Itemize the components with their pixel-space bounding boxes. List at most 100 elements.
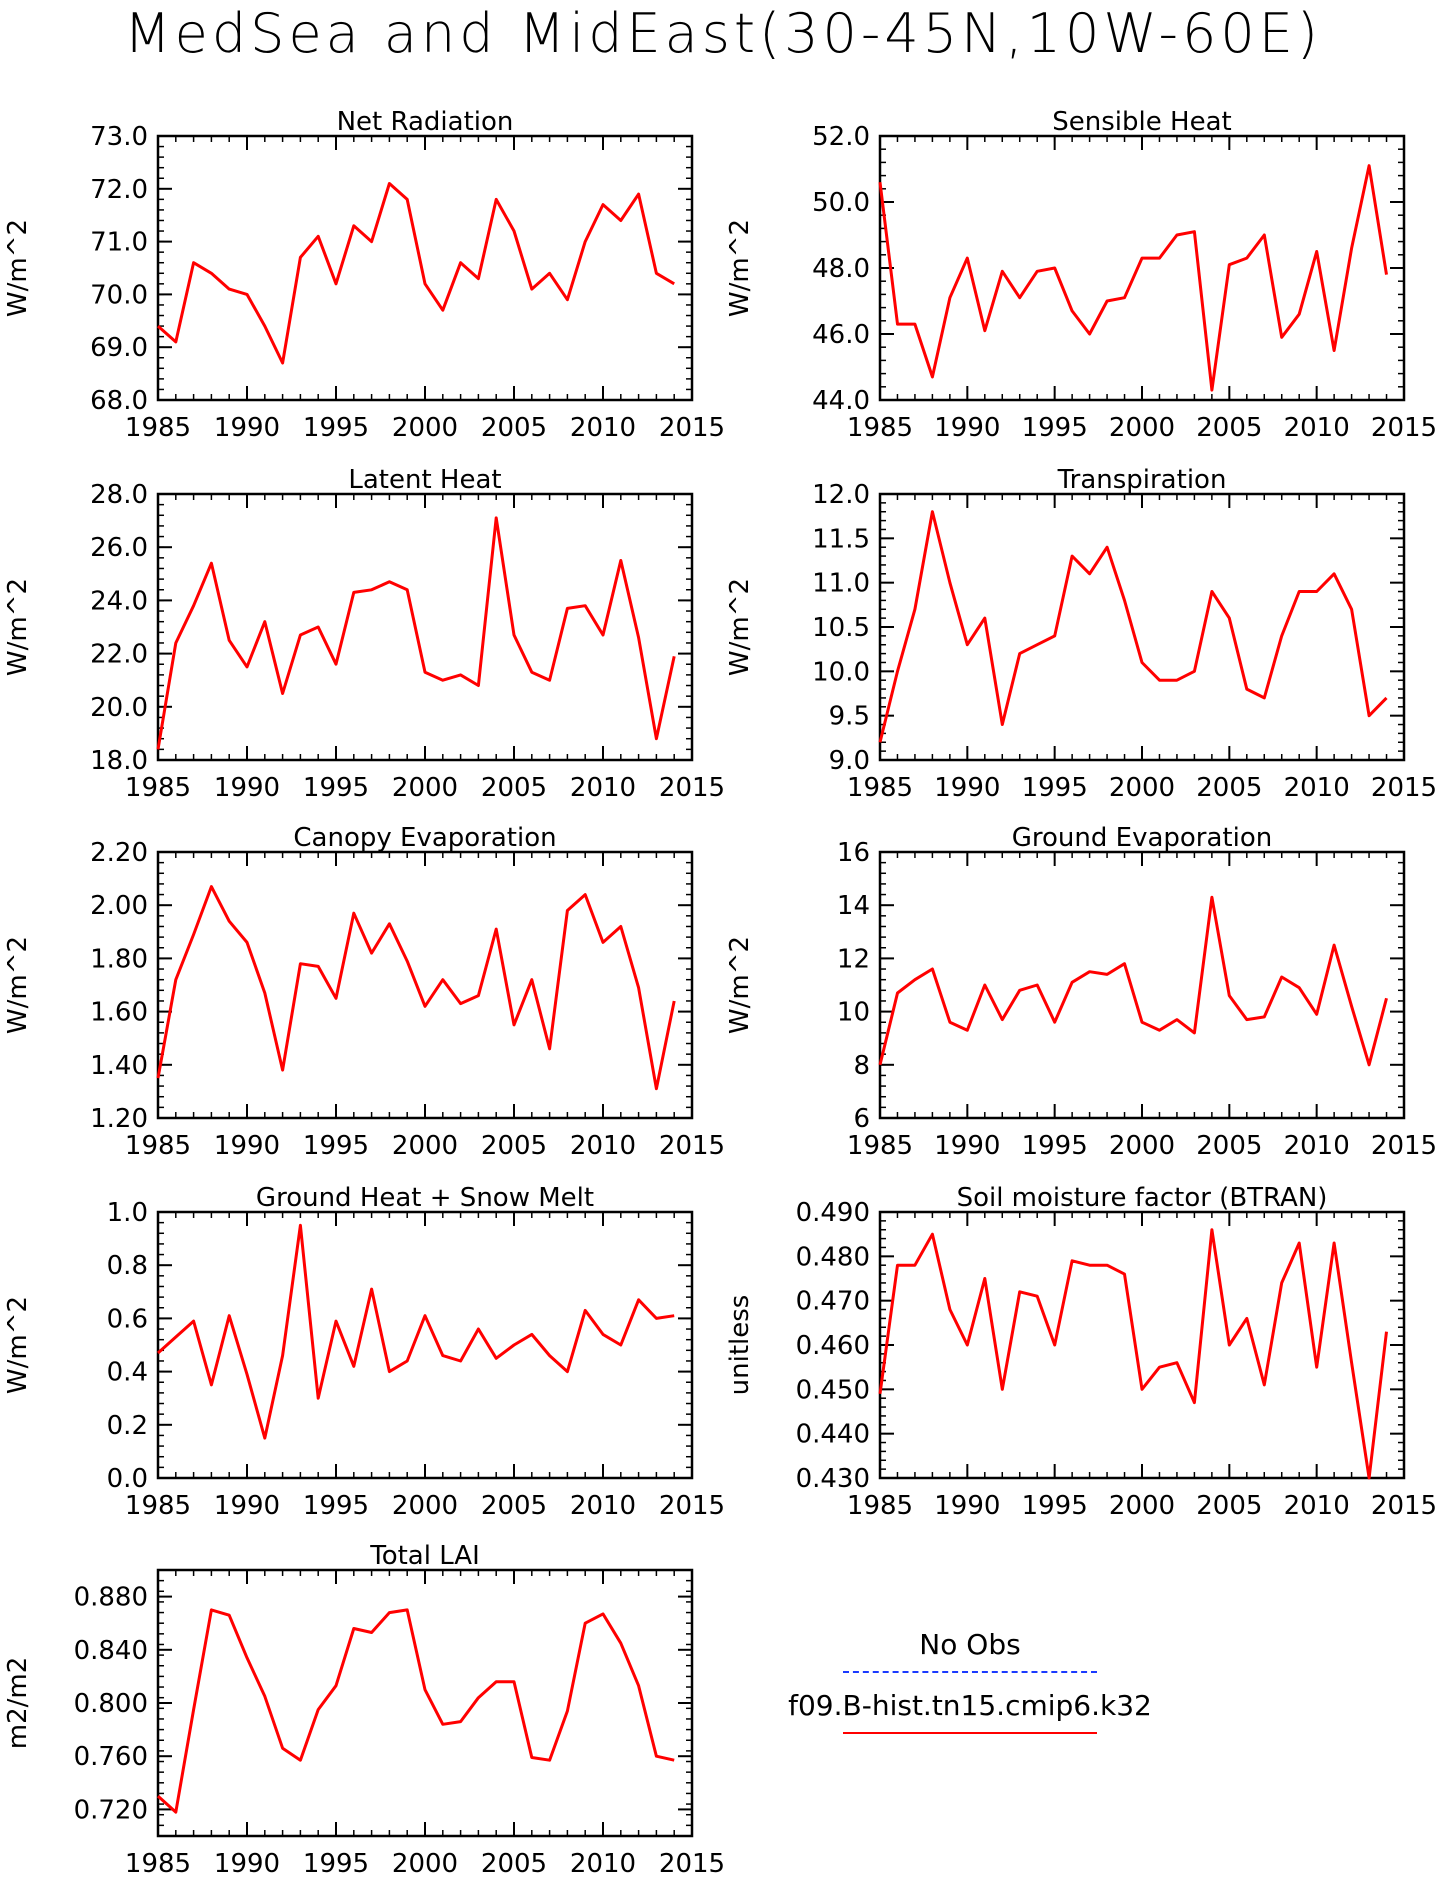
panel-8-y-tick-label: 0.480	[796, 1242, 870, 1272]
panel-6-y-tick-label: 16	[837, 838, 870, 868]
legend-model-label: f09.B-hist.tn15.cmip6.k32	[788, 1689, 1152, 1722]
panel-8-y-tick-label: 0.440	[796, 1420, 870, 1450]
panel-9-x-tick-label: 2000	[392, 1849, 458, 1879]
panel-1-frame	[156, 134, 694, 402]
panel-9-x-tick-label: 1985	[125, 1849, 191, 1879]
panel-3-x-tick-label: 1985	[125, 773, 191, 803]
panel-9-y-tick-label: 0.760	[74, 1742, 148, 1772]
panel-1-y-tick-label: 68.0	[90, 386, 148, 416]
panel-1-y-tick-label: 72.0	[90, 175, 148, 205]
panel-6-series-line	[878, 895, 1388, 1067]
panel-9-x-tick-label: 2015	[659, 1849, 725, 1879]
panel-6-y-axis-label: W/m^2	[725, 936, 755, 1034]
panel-6-x-tick-label: 2015	[1371, 1131, 1437, 1161]
panel-1-y-axis-label: W/m^2	[3, 219, 33, 317]
panel-8-y-tick-label: 0.450	[796, 1375, 870, 1405]
panel-2-x-tick-label: 2010	[1284, 413, 1350, 443]
panel-3-frame	[156, 492, 694, 762]
legend-obs-line	[843, 1671, 1097, 1673]
panel-4-series-line	[878, 510, 1388, 743]
panel-7-y-tick-label: 1.0	[107, 1198, 148, 1228]
panel-9-y-axis-label: m2/m2	[3, 1657, 33, 1750]
panel-2-y-tick-label: 52.0	[812, 122, 870, 152]
panel-2-x-tick-label: 1995	[1022, 413, 1088, 443]
panel-6-y-tick-label: 6	[853, 1104, 870, 1134]
panel-2-x-tick-label: 2015	[1371, 413, 1437, 443]
panel-2-y-tick-label: 46.0	[812, 320, 870, 350]
panel-6-y-tick-label: 10	[837, 998, 870, 1028]
panel-7-x-tick-label: 2015	[659, 1491, 725, 1521]
panel-1-x-tick-label: 2005	[481, 413, 547, 443]
panel-1-x-tick-label: 1995	[303, 413, 369, 443]
panel-9-title: Total LAI	[369, 1541, 480, 1571]
panel-4-x-tick-label: 2015	[1371, 773, 1437, 803]
panel-8-y-tick-label: 0.460	[796, 1331, 870, 1361]
panel-4-frame	[878, 492, 1406, 762]
panel-9-frame	[156, 1568, 694, 1838]
panel-7-y-tick-label: 0.4	[107, 1358, 148, 1388]
panel-5-y-tick-label: 2.20	[90, 838, 148, 868]
panel-7-title: Ground Heat + Snow Melt	[256, 1183, 594, 1213]
panel-5-x-tick-label: 1990	[214, 1131, 280, 1161]
panel-7-x-tick-label: 1990	[214, 1491, 280, 1521]
panel-2-series-line	[878, 164, 1388, 392]
panel-5-y-tick-label: 1.60	[90, 998, 148, 1028]
panel-3-y-tick-label: 26.0	[90, 533, 148, 563]
panel-4-x-tick-label: 1985	[847, 773, 913, 803]
panel-1-series-line	[157, 182, 675, 365]
panel-6-x-tick-label: 1985	[847, 1131, 913, 1161]
panel-7-x-tick-label: 2005	[481, 1491, 547, 1521]
panel-8-x-tick-label: 2010	[1284, 1491, 1350, 1521]
legend-obs-label: No Obs	[919, 1628, 1021, 1661]
panel-6-x-tick-label: 1990	[934, 1131, 1000, 1161]
panel-8-x-tick-label: 2005	[1196, 1491, 1262, 1521]
panel-5-y-tick-label: 1.80	[90, 944, 148, 974]
panel-2-y-tick-label: 48.0	[812, 254, 870, 284]
panel-6-x-tick-label: 2010	[1284, 1131, 1350, 1161]
panel-3-series-line	[156, 516, 676, 750]
panel-1-y-tick-label: 69.0	[90, 333, 148, 363]
panel-2-x-tick-label: 1985	[847, 413, 913, 443]
panel-3-y-tick-label: 18.0	[90, 746, 148, 776]
panel-5-x-tick-label: 2010	[570, 1131, 636, 1161]
panel-7-y-tick-label: 0.6	[107, 1304, 148, 1334]
panel-4-title: Transpiration	[1057, 465, 1227, 495]
panel-1-title: Net Radiation	[337, 107, 514, 137]
panel-2-x-tick-label: 2005	[1196, 413, 1262, 443]
panel-3-y-tick-label: 28.0	[90, 480, 148, 510]
panel-2-x-tick-label: 1990	[934, 413, 1000, 443]
panel-2-y-axis-label: W/m^2	[725, 219, 755, 317]
panel-4-y-tick-label: 9.5	[829, 702, 870, 732]
panel-5-x-tick-label: 2005	[481, 1131, 547, 1161]
panel-9-series-line	[156, 1608, 675, 1814]
panel-6-y-tick-label: 8	[853, 1051, 870, 1081]
panel-6-title: Ground Evaporation	[1012, 823, 1272, 853]
panel-8-x-tick-label: 1995	[1022, 1491, 1088, 1521]
panel-5-y-tick-label: 1.20	[90, 1104, 148, 1134]
panel-5-x-tick-label: 1985	[125, 1131, 191, 1161]
panel-9-x-tick-label: 1995	[303, 1849, 369, 1879]
panel-3-y-tick-label: 24.0	[90, 586, 148, 616]
panel-9-y-tick-label: 0.800	[74, 1689, 148, 1719]
panel-8-x-tick-label: 2000	[1109, 1491, 1175, 1521]
panel-9-x-tick-label: 2005	[481, 1849, 547, 1879]
panel-5-y-tick-label: 1.40	[90, 1051, 148, 1081]
panel-7-x-tick-label: 1995	[303, 1491, 369, 1521]
panel-7-y-axis-label: W/m^2	[3, 1296, 33, 1394]
panel-5-frame	[156, 850, 694, 1120]
legend: No Obs f09.B-hist.tn15.cmip6.k32	[760, 1628, 1180, 1734]
panel-8-x-tick-label: 1990	[934, 1491, 1000, 1521]
panel-1-x-tick-label: 1990	[214, 413, 280, 443]
panel-8-y-tick-label: 0.470	[796, 1287, 870, 1317]
panel-9-x-tick-label: 2010	[570, 1849, 636, 1879]
panel-5-y-tick-label: 2.00	[90, 891, 148, 921]
panel-7-frame	[156, 1210, 694, 1480]
panel-2-frame	[878, 134, 1406, 402]
panel-6-x-tick-label: 1995	[1022, 1131, 1088, 1161]
panel-7-y-tick-label: 0.8	[107, 1251, 148, 1281]
panel-1-x-tick-label: 2000	[392, 413, 458, 443]
panel-6-y-tick-label: 14	[837, 891, 870, 921]
panel-8-series-line	[878, 1228, 1388, 1480]
